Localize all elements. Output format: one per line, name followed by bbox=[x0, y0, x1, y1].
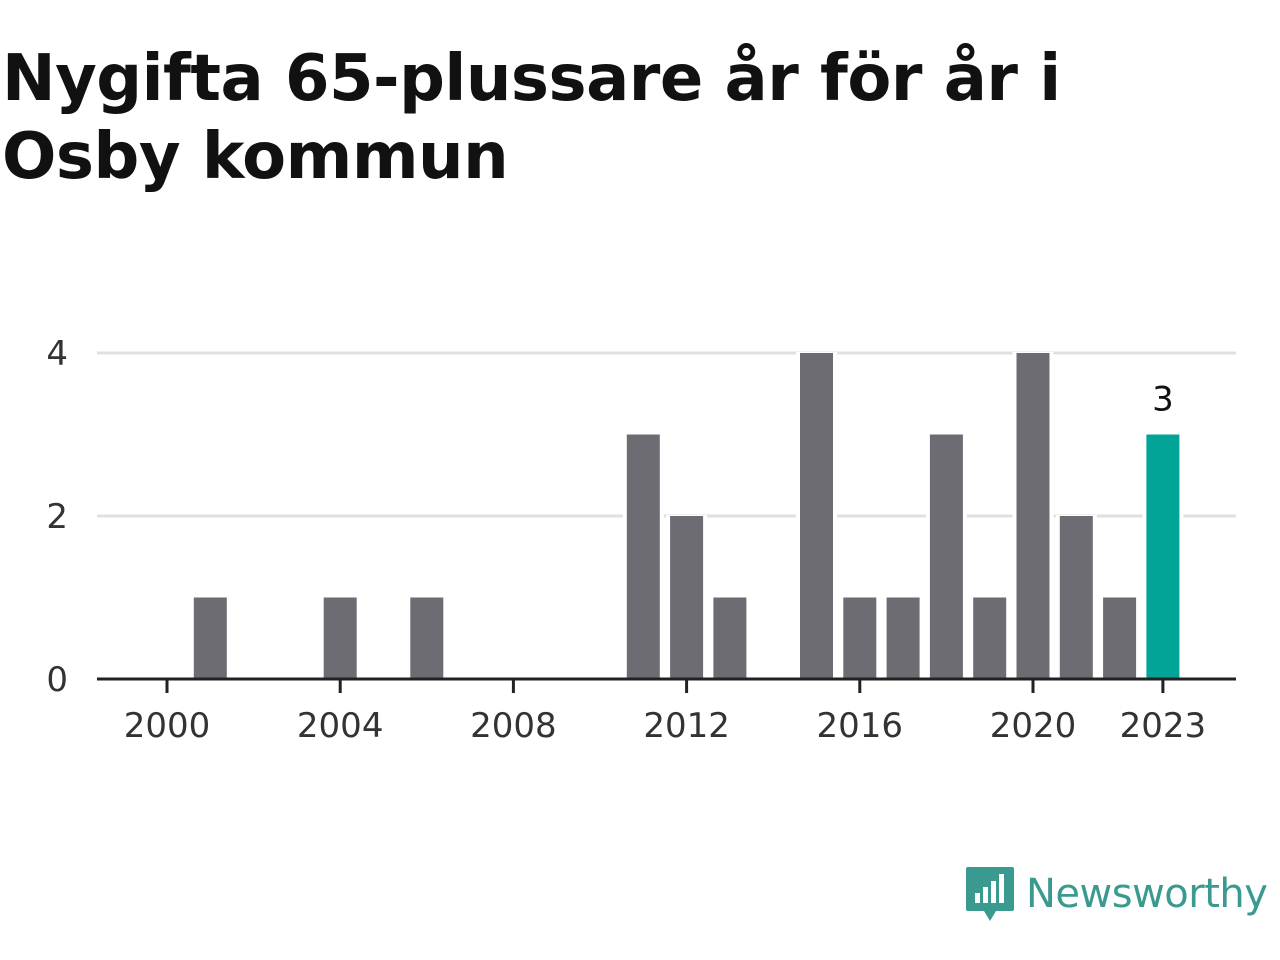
newsworthy-bar-chart-logo-icon bbox=[966, 867, 1014, 921]
bar-2001 bbox=[193, 597, 227, 679]
bar-chart: 0 2 4 2000 2004 2008 2012 2016 2020 2023 3 bbox=[46, 334, 1236, 746]
bar-2016 bbox=[843, 597, 877, 679]
x-tick-label-2012: 2012 bbox=[643, 706, 730, 746]
bar-2020 bbox=[1016, 353, 1050, 679]
x-tick-label-2020: 2020 bbox=[990, 706, 1077, 746]
gridlines bbox=[97, 351, 1236, 518]
bar-2023 bbox=[1146, 434, 1180, 679]
bar-2021 bbox=[1059, 516, 1093, 679]
labels: 0 2 4 2000 2004 2008 2012 2016 2020 2023 3 bbox=[46, 334, 1206, 746]
bar-2013 bbox=[713, 597, 747, 679]
chart-title: Nygifta 65-plussare år för år i Osby kom… bbox=[2, 42, 1061, 194]
bar-2015 bbox=[800, 353, 833, 679]
bar-2018 bbox=[929, 434, 963, 679]
axes bbox=[97, 677, 1236, 693]
bar-2019 bbox=[973, 597, 1007, 679]
bar-2006 bbox=[410, 597, 444, 679]
x-tick-label-2008: 2008 bbox=[470, 706, 557, 746]
bar-2022 bbox=[1103, 597, 1137, 679]
data-label-2023: 3 bbox=[1152, 380, 1174, 420]
bar-2011 bbox=[626, 434, 660, 679]
x-tick-label-2000: 2000 bbox=[124, 706, 211, 746]
x-tick-label-2016: 2016 bbox=[817, 706, 904, 746]
y-tick-label-0: 0 bbox=[46, 660, 68, 700]
x-tick-label-2004: 2004 bbox=[297, 706, 384, 746]
newsworthy-logo: Newsworthy bbox=[964, 862, 1268, 926]
x-tick-label-2023: 2023 bbox=[1120, 706, 1207, 746]
y-tick-label-4: 4 bbox=[46, 334, 68, 374]
bar-2004 bbox=[323, 597, 357, 679]
bar-2017 bbox=[886, 597, 920, 679]
y-tick-label-2: 2 bbox=[46, 497, 68, 537]
bars bbox=[189, 352, 1184, 679]
bar-2012 bbox=[670, 516, 704, 679]
brand-name: Newsworthy bbox=[1026, 871, 1268, 917]
